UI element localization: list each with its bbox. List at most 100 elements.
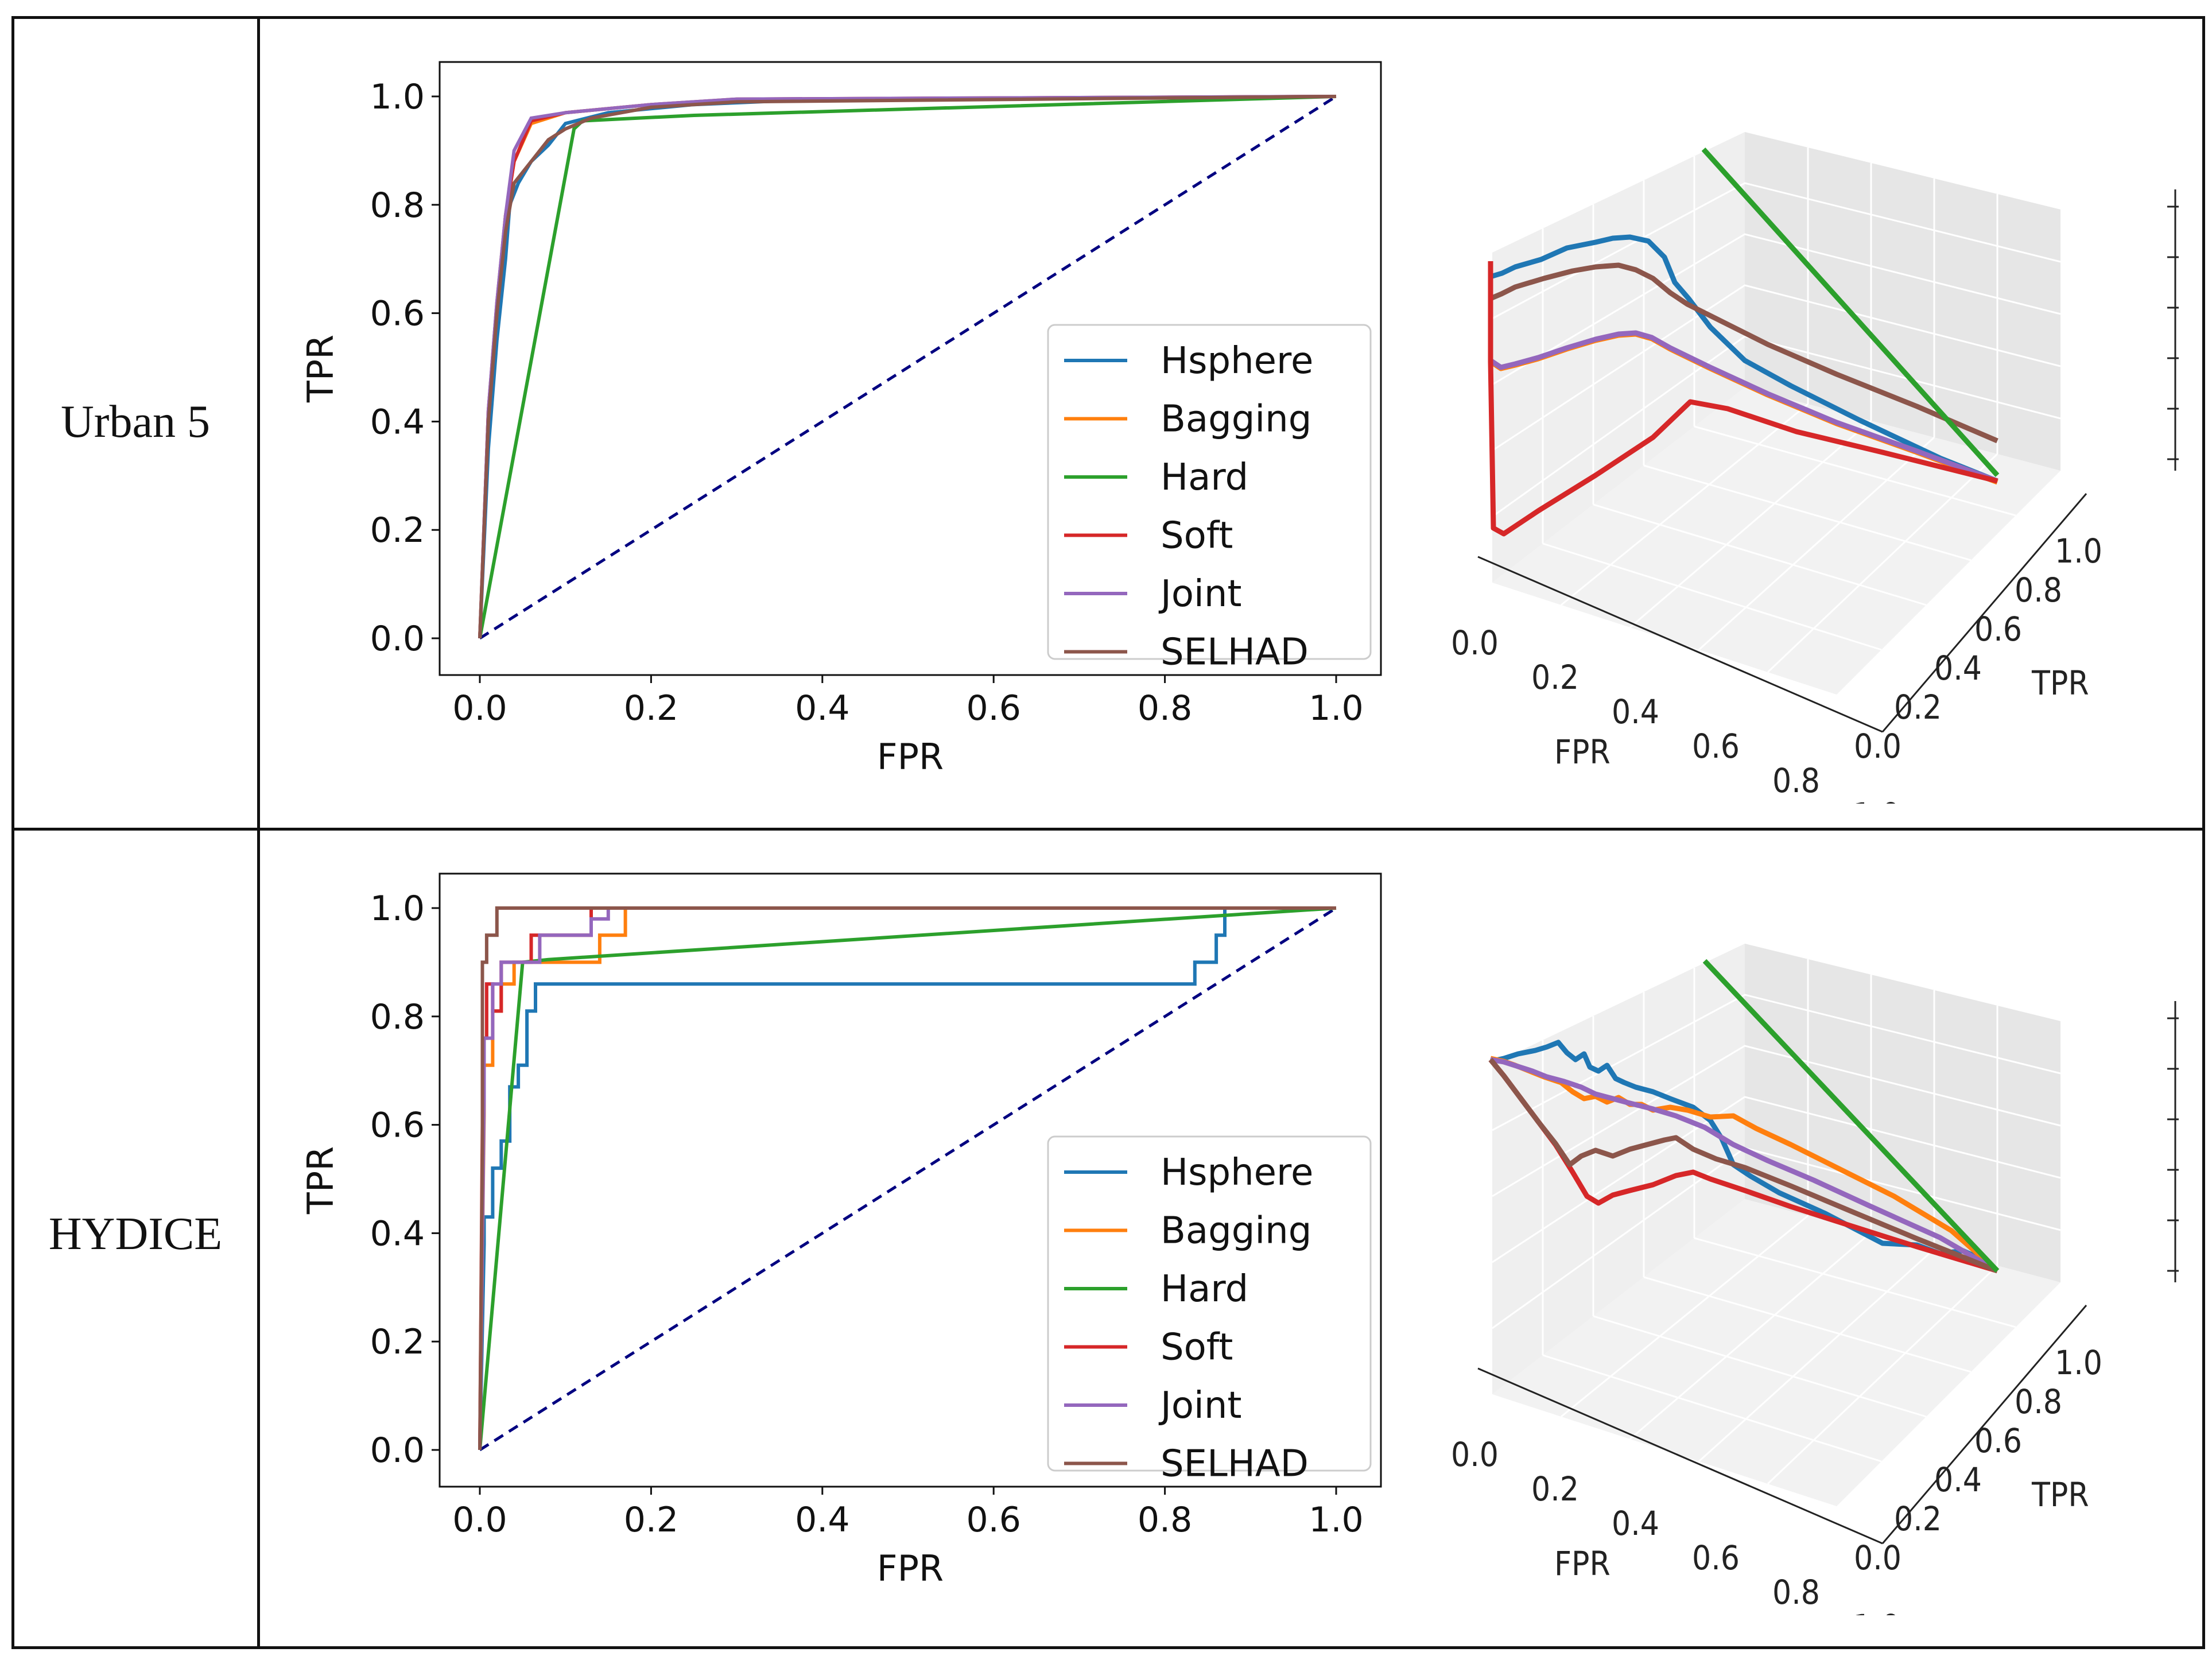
table-column-divider — [257, 16, 260, 1649]
roc-3d-plot-urban5: 1.00.80.60.40.20.00.00.20.40.60.81.0FPR1… — [1451, 132, 2192, 804]
fpr-tick-label: 0.4 — [1612, 692, 1659, 731]
tpr-tick-label: 0.8 — [2015, 571, 2062, 610]
curve-3d-joint — [1489, 330, 1998, 484]
fpr-tick-label: 0.0 — [1451, 623, 1499, 662]
fpr-tick-label: 0.6 — [1692, 1538, 1740, 1577]
x-tick-label: 0.2 — [624, 688, 678, 728]
fpr-tick-label: 0.2 — [1531, 1469, 1579, 1508]
tpr-axis-label: TPR — [2031, 664, 2089, 703]
grid-line — [1561, 403, 1809, 606]
series-line-selhad — [478, 95, 1337, 639]
z-tick-label: 0.6 — [2191, 1100, 2192, 1139]
floor-pane — [1492, 1199, 2060, 1506]
fpr-axis-label: FPR — [1554, 1544, 1611, 1583]
legend-label-bagging: Bagging — [1161, 1210, 1311, 1252]
y-tick-label: 0.2 — [370, 1322, 425, 1362]
curve-3d-hsphere — [1490, 1040, 1999, 1273]
grid-line — [1643, 1276, 1972, 1373]
y-tick-label: 0.8 — [370, 185, 425, 226]
row-label-urban5: Urban 5 — [61, 397, 210, 447]
legend-label-joint: Joint — [1158, 573, 1241, 615]
z-tick-label: 0.0 — [2191, 440, 2192, 479]
grid-line — [1561, 1215, 1809, 1418]
grid-line — [1593, 503, 1927, 606]
row-label-hydice: HYDICE — [48, 1209, 223, 1259]
curve-3d-hard — [1701, 147, 2000, 478]
z-tick-label: 0.8 — [2191, 238, 2192, 277]
x-tick-label: 0.6 — [966, 688, 1020, 728]
y-tick-label: 1.0 — [370, 889, 425, 929]
tpr-tick-label: 0.8 — [2015, 1382, 2062, 1421]
legend-label-selhad: SELHAD — [1161, 631, 1309, 674]
x-tick-label: 0.4 — [795, 688, 849, 728]
x-axis-label: FPR — [877, 736, 944, 778]
grid-line — [1492, 335, 2061, 518]
grid-line — [1542, 542, 1882, 651]
x-tick-label: 0.0 — [452, 1500, 507, 1540]
z-tick-label: 1.0 — [2191, 187, 2192, 226]
curve-3d-selhad — [1489, 262, 1998, 444]
legend-label-soft: Soft — [1161, 1327, 1233, 1369]
legend-label-hard: Hard — [1161, 456, 1248, 499]
z-tick-label: 0.4 — [2191, 1150, 2192, 1189]
grid-line — [1694, 425, 2016, 517]
legend: Hsphere Bagging Hard Soft Joint SELHAD — [1047, 324, 1372, 674]
roc-3d-plot-hydice: 1.00.80.60.40.20.00.00.20.40.60.81.0FPR1… — [1451, 944, 2192, 1615]
chance-line — [479, 95, 1337, 640]
legend-box — [1047, 1135, 1372, 1472]
z-tick-label: 0.0 — [2191, 1251, 2192, 1290]
fpr-axis-label: FPR — [1554, 732, 1611, 771]
series-line-hsphere — [478, 906, 1336, 1451]
tpr-tick-label: 1.0 — [2055, 532, 2102, 571]
z-tick-label: 0.2 — [2191, 389, 2192, 428]
legend-label-bagging: Bagging — [1161, 398, 1311, 441]
x-tick-label: 1.0 — [1309, 688, 1363, 728]
tpr-tick-label: 0.4 — [1934, 649, 1982, 688]
legend-label-hsphere: Hsphere — [1161, 340, 1313, 382]
x-tick-label: 1.0 — [1309, 1500, 1363, 1540]
grid-line — [1492, 1045, 2061, 1197]
y-tick-label: 0.0 — [370, 1430, 425, 1471]
z-tick-label: 1.0 — [2191, 999, 2192, 1038]
z-tick-label: 0.8 — [2191, 1049, 2192, 1088]
fpr-tick-label: 0.8 — [1772, 761, 1820, 800]
x-axis-label: FPR — [877, 1548, 944, 1589]
tpr-axis — [1881, 493, 2087, 732]
legend: Hsphere Bagging Hard Soft Joint SELHAD — [1047, 1135, 1372, 1486]
series-line-selhad — [478, 906, 1336, 1451]
y-tick-label: 1.0 — [370, 77, 425, 117]
curve-3d-soft — [1488, 261, 1998, 537]
y-tick-label: 0.0 — [370, 619, 425, 659]
grid-line — [1767, 1265, 1998, 1485]
y-axis-label: TPR — [300, 1146, 341, 1215]
tpr-tick-label: 0.6 — [1974, 1421, 2022, 1460]
x-tick-label: 0.6 — [966, 1500, 1020, 1540]
floor-pane — [1492, 387, 2060, 695]
z-tick-label: 0.6 — [2191, 288, 2192, 327]
grid-line — [1767, 453, 1998, 673]
grid-line — [1629, 420, 1872, 629]
y-tick-label: 0.4 — [370, 402, 425, 442]
grid-line — [1492, 233, 2061, 386]
z-tick-label: 0.4 — [2191, 339, 2192, 378]
figure-table — [11, 16, 2205, 1649]
grid-line — [1698, 436, 1935, 651]
grid-line — [1492, 1096, 2061, 1263]
fpr-tick-label: 0.6 — [1692, 727, 1740, 766]
fpr-tick-label: 0.4 — [1612, 1504, 1659, 1543]
fpr-tick-label: 1.0 — [1853, 1607, 1900, 1615]
y-axis-label: TPR — [300, 335, 341, 403]
legend-label-selhad: SELHAD — [1161, 1443, 1309, 1486]
grid-line — [1542, 1354, 1882, 1463]
y-tick-label: 0.4 — [370, 1213, 425, 1254]
fpr-tick-label: 0.0 — [1451, 1435, 1499, 1474]
back-pane-right — [1745, 132, 2060, 471]
table-row-divider — [11, 828, 2205, 831]
roc-chart-urban5: 0.0 0.2 0.4 0.6 0.8 1.0 0.0 0.2 0.4 0.6 0.8 1.0 FPR… — [300, 61, 1382, 778]
grid-line — [1629, 1231, 1872, 1440]
tpr-tick-label: 0.4 — [1934, 1460, 1982, 1499]
z-tick-label: 0.2 — [2191, 1201, 2192, 1240]
curve-3d-selhad — [1488, 1058, 1998, 1274]
legend-label-soft: Soft — [1161, 515, 1233, 557]
roc-chart-hydice: 0.0 0.2 0.4 0.6 0.8 1.0 0.0 0.2 0.4 0.6 0.8 1.0 FPR… — [300, 872, 1382, 1589]
